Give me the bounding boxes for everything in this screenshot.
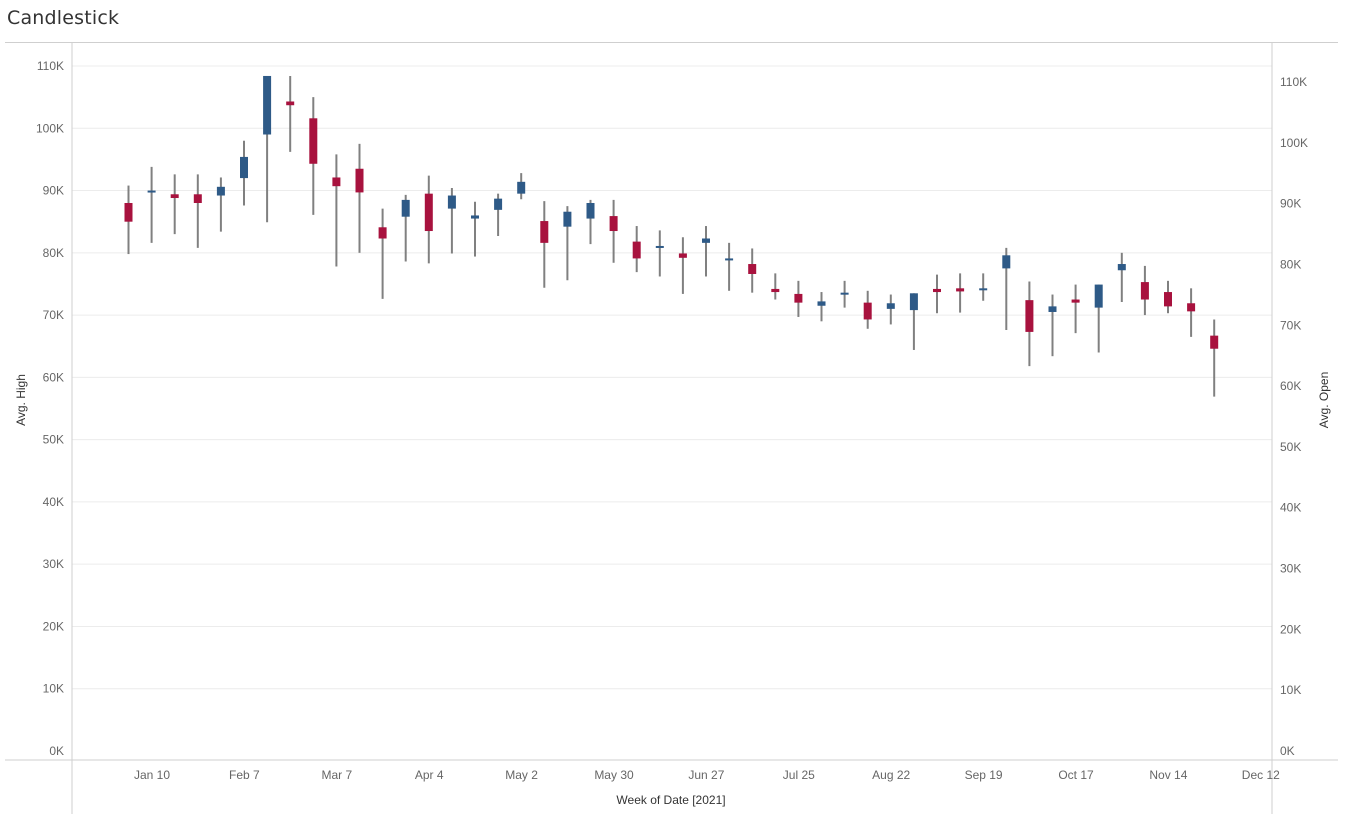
candle-body bbox=[863, 302, 872, 320]
y-left-tick-label: 20K bbox=[43, 619, 64, 633]
x-tick-label: May 30 bbox=[594, 768, 634, 782]
x-axis-title: Week of Date [2021] bbox=[616, 793, 725, 807]
y-right-tick-label: 30K bbox=[1280, 562, 1301, 576]
candle-body bbox=[170, 194, 179, 199]
x-axis-ticks: Jan 10 Feb 7 Mar 7 Apr 4 May 2 May 30 Jun 27 Ju… bbox=[134, 768, 1280, 782]
candle-body bbox=[840, 292, 849, 295]
y-left-tick-label: 70K bbox=[43, 308, 64, 322]
y-right-tick-label: 0K bbox=[1280, 744, 1295, 758]
candle-body bbox=[702, 238, 710, 243]
y-right-tick-label: 20K bbox=[1280, 622, 1301, 636]
y-right-tick-label: 100K bbox=[1280, 136, 1308, 150]
x-tick-label: Aug 22 bbox=[872, 768, 910, 782]
candle-body bbox=[1117, 264, 1126, 271]
candle-body bbox=[193, 194, 202, 203]
candle-body bbox=[678, 253, 687, 258]
candle-body bbox=[933, 288, 941, 293]
candle-body bbox=[794, 293, 803, 303]
y-left-tick-label: 40K bbox=[43, 495, 64, 509]
x-tick-label: Jan 10 bbox=[134, 768, 170, 782]
x-tick-label: Jun 27 bbox=[688, 768, 724, 782]
candle-body bbox=[563, 211, 572, 227]
x-tick-label: Jul 25 bbox=[783, 768, 815, 782]
candle-body bbox=[1164, 292, 1172, 307]
candle-body bbox=[725, 258, 734, 261]
candle-body bbox=[1140, 282, 1149, 300]
y-left-tick-label: 60K bbox=[43, 370, 64, 384]
y-left-tick-label: 10K bbox=[43, 682, 64, 696]
candle-body bbox=[1187, 303, 1196, 312]
y-left-tick-label: 0K bbox=[49, 744, 64, 758]
x-tick-label: Sep 19 bbox=[965, 768, 1003, 782]
candle-body bbox=[632, 241, 641, 259]
candle-body bbox=[748, 264, 757, 274]
candle-body bbox=[517, 181, 526, 194]
axes bbox=[5, 42, 1338, 814]
candle-body bbox=[655, 245, 664, 248]
y-left-tick-label: 110K bbox=[37, 59, 64, 73]
candle-body bbox=[378, 227, 387, 239]
candle-body bbox=[424, 193, 433, 232]
chart-title: Candlestick bbox=[7, 7, 120, 29]
candle-body bbox=[817, 301, 826, 306]
gridlines bbox=[72, 65, 1272, 690]
candle-body bbox=[471, 215, 479, 219]
candle-body bbox=[586, 203, 595, 219]
candle-body bbox=[1094, 284, 1103, 308]
candle-body bbox=[1002, 255, 1011, 269]
y-right-tick-label: 80K bbox=[1280, 257, 1301, 271]
candle-body bbox=[494, 198, 503, 210]
candle-body bbox=[263, 75, 272, 135]
x-tick-label: Dec 12 bbox=[1242, 768, 1280, 782]
candle-body bbox=[124, 203, 133, 222]
candle-body bbox=[771, 288, 780, 293]
candle-body bbox=[540, 221, 549, 243]
y-left-tick-label: 30K bbox=[43, 557, 64, 571]
candle-body bbox=[979, 288, 988, 291]
y-right-tick-label: 70K bbox=[1280, 318, 1301, 332]
candle-body bbox=[147, 190, 156, 193]
y-right-tick-label: 60K bbox=[1280, 379, 1301, 393]
candle-body bbox=[401, 199, 410, 217]
candle-body bbox=[1048, 306, 1057, 312]
y-left-tick-label: 50K bbox=[43, 433, 64, 447]
candle-body bbox=[216, 186, 225, 196]
candle-body bbox=[1025, 300, 1034, 332]
candle-body bbox=[355, 168, 364, 193]
x-tick-label: Feb 7 bbox=[229, 768, 260, 782]
candle-body bbox=[1210, 335, 1219, 349]
y-right-axis-title: Avg. Open bbox=[1317, 372, 1331, 428]
candle-body bbox=[909, 293, 918, 311]
y-right-tick-label: 10K bbox=[1280, 683, 1301, 697]
candle-body bbox=[447, 195, 456, 209]
candle-body bbox=[1071, 299, 1080, 303]
y-left-tick-label: 90K bbox=[43, 184, 64, 198]
candle-body bbox=[332, 177, 341, 187]
candle-body bbox=[286, 101, 295, 106]
candle-body bbox=[240, 156, 248, 179]
y-right-tick-label: 50K bbox=[1280, 440, 1301, 454]
candle-body bbox=[956, 288, 965, 292]
y-right-tick-label: 40K bbox=[1280, 501, 1301, 515]
x-tick-label: May 2 bbox=[505, 768, 538, 782]
x-tick-label: Nov 14 bbox=[1149, 768, 1187, 782]
y-left-axis-ticks: 0K 10K 20K 30K 40K 50K 60K 70K 80K 90K 100K 110K bbox=[36, 59, 64, 758]
y-left-tick-label: 80K bbox=[43, 246, 64, 260]
candle-body bbox=[609, 216, 618, 232]
y-left-axis-title: Avg. High bbox=[14, 374, 28, 426]
x-tick-label: Oct 17 bbox=[1058, 768, 1094, 782]
y-left-tick-label: 100K bbox=[36, 121, 64, 135]
candle-body bbox=[309, 118, 318, 164]
y-right-tick-label: 110K bbox=[1280, 75, 1307, 89]
x-tick-label: Apr 4 bbox=[415, 768, 444, 782]
candle-body bbox=[886, 303, 895, 309]
candles-layer bbox=[124, 75, 1219, 397]
y-right-axis-ticks: 0K 10K 20K 30K 40K 50K 60K 70K 80K 90K 100K 110K bbox=[1280, 75, 1308, 758]
y-right-tick-label: 90K bbox=[1280, 197, 1301, 211]
title-divider bbox=[5, 42, 1338, 43]
x-tick-label: Mar 7 bbox=[321, 768, 352, 782]
